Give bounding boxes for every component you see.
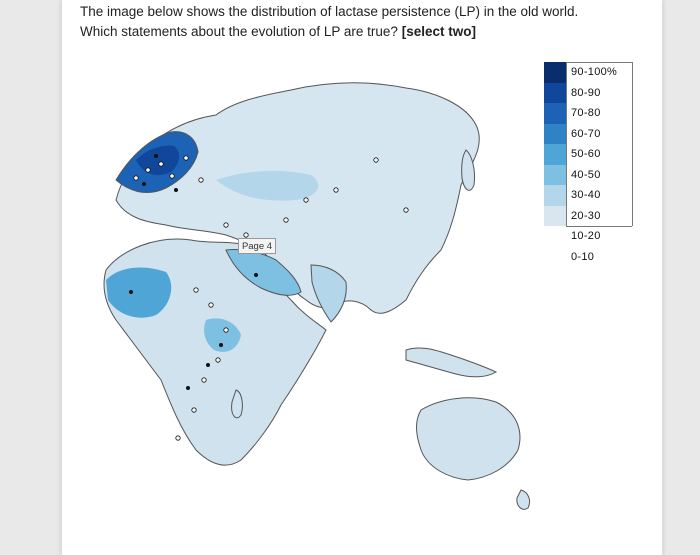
question-line-2: Which statements about the evolution of …	[80, 22, 650, 42]
high-lp-sample-points	[129, 154, 258, 390]
question-prompt: Which statements about the evolution of …	[80, 24, 398, 39]
legend-swatch	[544, 82, 567, 103]
legend-item: 70-80	[544, 103, 617, 124]
legend-item: 40-50	[544, 164, 617, 185]
legend-rows: 90-100% 80-90 70-80 60-70 50-60 40-50 30-40 20-…	[544, 62, 617, 267]
indonesia-islands	[405, 347, 498, 378]
legend-label: 50-60	[571, 148, 601, 161]
legend-item: 30-40	[544, 185, 617, 206]
west-africa-lp-zone	[106, 267, 172, 318]
question-line-1: The image below shows the distribution o…	[80, 4, 579, 19]
legend-label: 90-100%	[571, 66, 618, 79]
legend-item: 90-100%	[544, 62, 617, 83]
legend-label: 40-50	[571, 168, 601, 181]
legend-item: 80-90	[544, 82, 617, 103]
legend-swatch	[544, 226, 567, 247]
legend-label: 0-10	[571, 250, 595, 263]
india-landmass	[310, 264, 347, 323]
east-africa-lp-zone	[204, 318, 241, 352]
central-asia-lp-zone	[216, 170, 319, 201]
new-zealand-islands	[516, 489, 531, 510]
legend-frame-left	[566, 62, 567, 226]
lactase-persistence-map	[103, 82, 531, 510]
australia-landmass	[416, 397, 521, 481]
legend-swatch	[544, 247, 567, 268]
legend-label: 60-70	[571, 127, 601, 140]
legend-label: 20-30	[571, 209, 601, 222]
legend-label: 30-40	[571, 189, 601, 202]
legend-swatch	[544, 62, 567, 83]
legend-swatch	[544, 205, 567, 226]
legend-item: 20-30	[544, 205, 617, 226]
legend-swatch	[544, 103, 567, 124]
legend-swatch	[544, 123, 567, 144]
select-two-instruction: [select two]	[401, 24, 476, 39]
legend-item: 60-70	[544, 123, 617, 144]
arabia-landmass	[225, 249, 302, 296]
legend-item: 50-60	[544, 144, 617, 165]
legend-item: 10-20	[544, 226, 617, 247]
legend-swatch	[544, 164, 567, 185]
legend-frame-right	[632, 62, 633, 226]
page-number-tag: Page 4	[238, 238, 276, 254]
legend-label: 80-90	[571, 86, 601, 99]
legend-frame-bottom	[566, 226, 632, 227]
lp-legend: 90-100% 80-90 70-80 60-70 50-60 40-50 30-40 20-…	[544, 62, 633, 267]
madagascar-island	[231, 389, 243, 419]
legend-item: 0-10	[544, 247, 617, 268]
legend-frame-top	[566, 62, 632, 63]
legend-swatch	[544, 185, 567, 206]
question-text: The image below shows the distribution o…	[80, 2, 650, 42]
legend-label: 10-20	[571, 230, 601, 243]
legend-label: 70-80	[571, 107, 601, 120]
legend-swatch	[544, 144, 567, 165]
japan-islands	[461, 149, 475, 191]
